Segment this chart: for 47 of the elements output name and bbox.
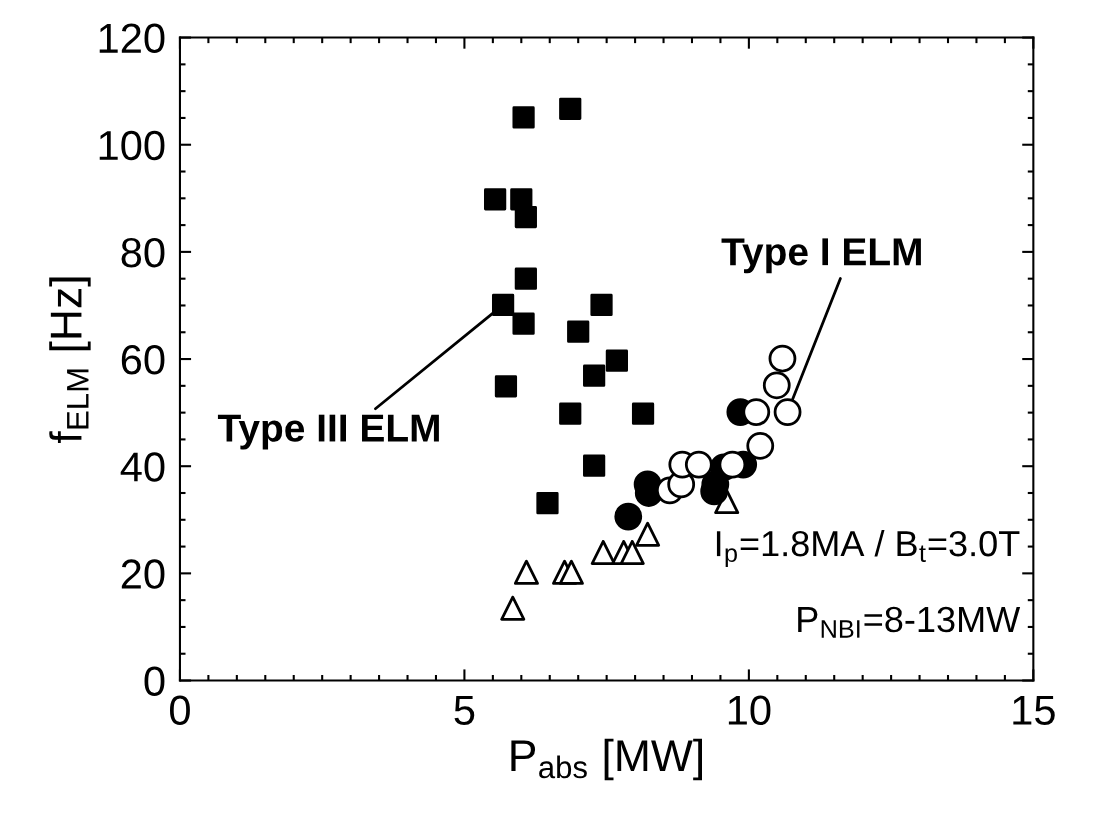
point [773,398,802,426]
point [614,502,643,531]
point [491,293,515,317]
point [514,267,537,290]
point [514,205,537,229]
point [768,344,797,373]
point [762,371,791,400]
y-tick-label: 20 [121,559,165,589]
point [619,539,645,565]
point [494,375,518,398]
y-tick-label: 0 [144,666,165,697]
point [718,450,747,479]
point [742,398,771,426]
x-tick-label: 15 [1013,695,1055,726]
point [512,106,535,129]
point [500,595,526,621]
annotation: P$_{NBI}$=8-13MW [798,606,1021,638]
point [605,349,628,372]
point [559,402,582,425]
point [590,539,616,565]
point [635,521,661,547]
y-tick-label: 60 [121,345,165,375]
y-tick-label: 120 [99,23,165,54]
point [631,402,655,425]
point [684,450,713,479]
y-tick-label: 100 [99,130,165,161]
point [559,97,582,120]
annotation: Type I ELM [721,238,921,274]
y-axis-title: f$_{ELM}$ [Hz] [49,277,91,444]
x-tick-label: 0 [169,695,190,726]
annotation: Type III ELM [217,414,439,450]
x-tick-label: 10 [728,695,771,726]
point [583,364,606,387]
point [567,320,590,343]
point [536,492,559,515]
point [746,431,775,460]
y-tick-label: 80 [121,237,165,268]
point [583,454,606,477]
point [590,293,613,317]
point [513,559,539,585]
y-tick-label: 40 [120,452,165,482]
x-axis-title: P$_{abs}$ [MW] [511,738,702,781]
x-tick-label: 5 [454,695,475,726]
annotation: I$_{p}$=1.8MA / B$_{t}$=3.0T [716,529,1020,568]
point [484,188,507,211]
point [512,312,535,335]
point [558,559,584,585]
